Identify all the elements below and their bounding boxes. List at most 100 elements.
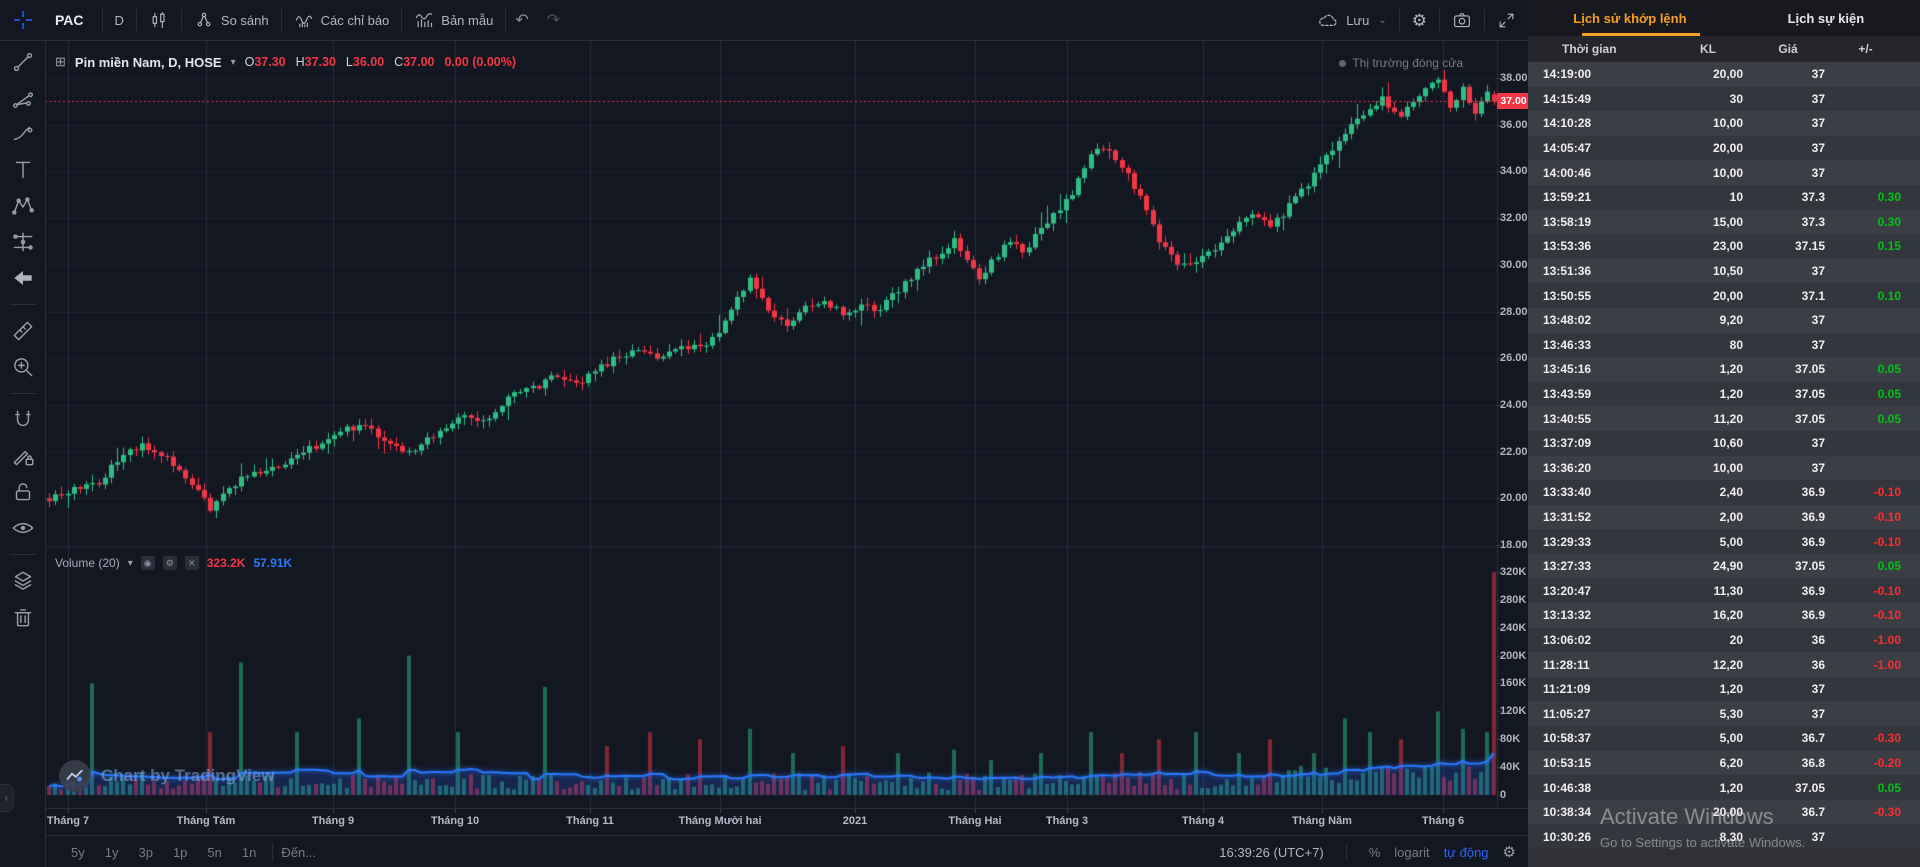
table-row[interactable]: 13:31:52 2,00 36.9 -0.10: [1528, 504, 1920, 530]
toolbar-divider: [9, 554, 36, 555]
drawing-lock-tool[interactable]: [4, 441, 42, 471]
lock-all-tool[interactable]: [4, 477, 42, 507]
snapshot-button[interactable]: [1440, 0, 1484, 40]
percent-scale-button[interactable]: %: [1368, 844, 1381, 860]
forecast-tool[interactable]: [4, 227, 42, 257]
range-button-1y[interactable]: 1y: [104, 844, 119, 860]
table-row[interactable]: 13:48:02 9,20 37: [1528, 307, 1920, 333]
zoom-in-tool[interactable]: [4, 352, 42, 382]
hide-drawings-tool[interactable]: [4, 513, 42, 543]
goto-date-button[interactable]: Đến...: [281, 844, 317, 860]
object-tree-tool[interactable]: [4, 566, 42, 596]
gann-fib-tool[interactable]: [4, 83, 42, 113]
table-row[interactable]: 13:13:32 16,20 36.9 -0.10: [1528, 603, 1920, 628]
table-row[interactable]: 13:46:33 80 37: [1528, 332, 1920, 358]
table-row[interactable]: 13:50:55 20,00 37.1 0.10: [1528, 283, 1920, 308]
table-row[interactable]: 13:37:09 10,60 37: [1528, 430, 1920, 456]
magnet-tool[interactable]: [4, 405, 42, 435]
symbol-search-button[interactable]: PAC: [55, 12, 84, 28]
table-row[interactable]: 10:58:37 5,00 36.7 -0.30: [1528, 726, 1920, 751]
table-row[interactable]: 13:33:40 2,40 36.9 -0.10: [1528, 480, 1920, 505]
table-row[interactable]: 13:29:33 5,00 36.9 -0.10: [1528, 529, 1920, 554]
table-row[interactable]: 13:51:36 10,50 37: [1528, 258, 1920, 284]
table-row[interactable]: 11:05:27 5,30 37: [1528, 701, 1920, 727]
fullscreen-button[interactable]: [1485, 0, 1528, 40]
table-row[interactable]: 14:10:28 10,00 37: [1528, 111, 1920, 136]
table-row[interactable]: 11:21:09 1,20 37: [1528, 676, 1920, 702]
measure-tool[interactable]: [4, 316, 42, 346]
range-button-5y[interactable]: 5y: [71, 844, 85, 860]
table-row[interactable]: 10:30:26 8,30 37: [1528, 824, 1920, 849]
cell-volume: 11,20: [1713, 411, 1743, 426]
trend-line-tool[interactable]: [4, 47, 42, 77]
table-row[interactable]: 13:40:55 11,20 37.05 0.05: [1528, 406, 1920, 431]
clock-label[interactable]: 16:39:26 (UTC+7): [1219, 844, 1324, 860]
table-row[interactable]: 10:53:15 6,20 36.8 -0.20: [1528, 750, 1920, 776]
table-row[interactable]: 13:20:47 11,30 36.9 -0.10: [1528, 578, 1920, 604]
cell-volume: 5,30: [1719, 706, 1743, 721]
table-row[interactable]: 13:53:36 23,00 37.15 0.15: [1528, 234, 1920, 259]
price-tick-label: 28.00: [1500, 305, 1528, 318]
brush-tool[interactable]: [4, 119, 42, 149]
table-row[interactable]: 14:19:00 20,00 37: [1528, 62, 1920, 87]
cell-price: 36.9: [1801, 608, 1825, 623]
table-row[interactable]: 10:46:38 1,20 37.05 0.05: [1528, 775, 1920, 800]
redo-button[interactable]: ↷: [546, 12, 561, 29]
time-axis[interactable]: Tháng 7 Tháng Tám Tháng 9 Tháng 10 Tháng 11 T…: [45, 808, 1528, 836]
text-tool[interactable]: [4, 155, 42, 185]
remove-drawings-tool[interactable]: [4, 602, 42, 632]
range-button-3p[interactable]: 3p: [138, 844, 153, 860]
table-row[interactable]: 13:59:21 10 37.3 0.30: [1528, 184, 1920, 210]
log-scale-button[interactable]: logarit: [1394, 844, 1430, 860]
pattern-tool[interactable]: [4, 191, 42, 221]
gear-icon[interactable]: ⚙: [1502, 844, 1516, 861]
table-row[interactable]: 13:36:20 10,00 37: [1528, 455, 1920, 481]
indicator-hide-icon[interactable]: ◉: [140, 556, 155, 570]
price-volume-canvas[interactable]: [45, 40, 1528, 808]
table-row[interactable]: 13:58:19 15,00 37.3 0.30: [1528, 209, 1920, 235]
chevron-down-icon[interactable]: ▾: [230, 56, 236, 68]
indicator-settings-icon[interactable]: ⚙: [162, 556, 177, 570]
templates-button[interactable]: Bản mẫu: [402, 0, 505, 40]
table-row[interactable]: 13:27:33 24,90 37.05 0.05: [1528, 553, 1920, 579]
table-row[interactable]: 13:45:16 1,20 37.05 0.05: [1528, 357, 1920, 382]
table-row[interactable]: 13:43:59 1,20 37.05 0.05: [1528, 381, 1920, 407]
undo-button[interactable]: ↶: [515, 12, 529, 29]
table-row[interactable]: 10:38:34 20,00 36.7 -0.30: [1528, 799, 1920, 825]
crosshair-tool[interactable]: [0, 0, 45, 41]
cell-volume: 2,00: [1719, 509, 1743, 524]
range-button-1p[interactable]: 1p: [172, 844, 188, 860]
cell-price: 36.9: [1801, 583, 1825, 598]
layers-icon: [14, 571, 31, 590]
cell-change: -1.00: [1873, 632, 1901, 647]
cell-time: 14:00:46: [1543, 165, 1592, 180]
symbol-title[interactable]: Pin miền Nam, D, HOSE: [74, 54, 222, 70]
tab-event-calendar[interactable]: Lịch sự kiện: [1787, 10, 1865, 26]
tab-trade-history[interactable]: Lịch sử khớp lệnh: [1573, 10, 1687, 26]
cell-change: -0.10: [1873, 608, 1901, 623]
arrow-marker-tool[interactable]: [4, 263, 42, 293]
chart-style-button[interactable]: [137, 0, 181, 40]
indicators-button[interactable]: Các chỉ báo: [282, 0, 402, 40]
indicator-remove-icon[interactable]: ✕: [184, 556, 199, 570]
cell-volume: 24,90: [1712, 559, 1743, 574]
sidebar-collapse-handle[interactable]: ‹: [0, 784, 14, 812]
table-row[interactable]: 11:28:11 12,20 36 -1.00: [1528, 652, 1920, 677]
month-label: 2021: [842, 815, 868, 827]
table-row[interactable]: 14:15:49 30 37: [1528, 86, 1920, 112]
time-tick: [855, 809, 856, 813]
cell-time: 13:53:36: [1543, 239, 1592, 254]
table-row[interactable]: 13:06:02 20 36 -1.00: [1528, 627, 1920, 653]
volume-indicator-label[interactable]: Volume (20): [55, 556, 120, 570]
range-button-1n[interactable]: 1n: [241, 844, 257, 860]
table-row[interactable]: 14:00:46 10,00 37: [1528, 160, 1920, 185]
interval-button[interactable]: D: [114, 12, 124, 28]
chart-settings-button[interactable]: ⚙: [1400, 0, 1439, 40]
chevron-down-icon[interactable]: ▾: [127, 557, 133, 569]
auto-scale-button[interactable]: tự động: [1443, 844, 1489, 860]
table-row[interactable]: 14:05:47 20,00 37: [1528, 135, 1920, 161]
compare-button[interactable]: So sánh: [182, 0, 281, 40]
range-button-5n[interactable]: 5n: [207, 844, 222, 860]
save-layout-button[interactable]: Lưu ⌄: [1305, 0, 1399, 40]
templates-label: Bản mẫu: [441, 12, 494, 28]
